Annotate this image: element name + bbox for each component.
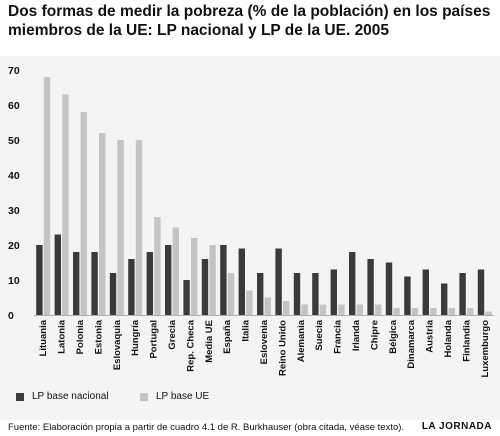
y-tick-label-10: 10 [8, 275, 20, 287]
bar-ue-23 [467, 308, 474, 315]
x-tick-label-2: Polonia [75, 319, 86, 354]
bar-ue-1 [62, 94, 69, 315]
bar-nacional-20 [404, 276, 411, 315]
bar-ue-22 [448, 308, 455, 315]
bar-ue-18 [375, 304, 382, 315]
bar-chart: 0 10 20 30 40 50 60 70 Lituania Latonia Polonia Est… [8, 65, 494, 378]
bar-nacional-12 [257, 273, 264, 315]
x-tick-label-4: Eslovaquia [112, 319, 123, 370]
legend-label-nacional: LP base nacional [32, 391, 109, 402]
x-tick-label-9: Media UE [204, 320, 215, 363]
bar-nacional-9 [201, 259, 209, 315]
bar-nacional-8 [183, 280, 190, 315]
bar-ue-11 [246, 290, 253, 315]
x-tick-label-22: Holanda [443, 319, 454, 357]
bar-nacional-13 [275, 248, 282, 315]
bar-ue-20 [411, 308, 419, 315]
publisher-logo-text: LA JORNADA [421, 421, 492, 432]
bar-ue-19 [393, 308, 400, 315]
bar-nacional-18 [367, 259, 374, 315]
x-tick-label-0: Lituania [38, 319, 49, 356]
bar-nacional-0 [36, 245, 43, 315]
legend-item-nacional: LP base nacional [16, 391, 109, 402]
bar-nacional-15 [312, 273, 319, 315]
x-tick-label-23: Finlandia [461, 319, 472, 361]
x-tick-label-19: Bélgica [388, 319, 399, 354]
x-tick-label-15: Suecia [314, 319, 325, 350]
bar-nacional-17 [349, 252, 356, 315]
legend-label-ue: LP base UE [156, 391, 210, 402]
y-tick-label-70: 70 [8, 65, 20, 77]
bar-ue-3 [99, 133, 106, 315]
legend-item-ue: LP base UE [140, 391, 209, 402]
bar-nacional-24 [477, 269, 485, 315]
y-tick-label-30: 30 [8, 205, 20, 217]
bar-nacional-21 [422, 269, 429, 315]
bar-ue-14 [301, 304, 308, 315]
x-tick-label-14: Alemania [296, 319, 307, 362]
x-tick-label-7: Grecia [167, 319, 178, 349]
x-tick-label-24: Luxemburgo [480, 320, 491, 378]
bar-ue-21 [430, 308, 437, 315]
x-tick-label-10: España [222, 319, 233, 354]
bar-ue-2 [80, 112, 87, 315]
x-tick-label-20: Dinamarca [406, 319, 417, 368]
x-tick-label-12: Eslovenia [259, 319, 270, 364]
bar-ue-9 [209, 245, 216, 315]
bar-nacional-10 [220, 245, 227, 315]
bar-nacional-22 [441, 283, 448, 315]
bar-nacional-3 [91, 252, 98, 315]
bar-nacional-6 [146, 252, 153, 315]
x-tick-label-5: Hungría [130, 319, 141, 356]
x-tick-label-11: Italia [241, 319, 252, 341]
bar-nacional-14 [293, 273, 301, 315]
bar-nacional-2 [73, 252, 80, 315]
x-tick-label-6: Portugal [149, 320, 160, 359]
chart-title: Dos formas de medir la pobreza (% de la … [8, 3, 491, 39]
bar-nacional-23 [459, 273, 466, 315]
bar-ue-8 [191, 238, 198, 315]
y-tick-label-20: 20 [8, 240, 20, 252]
bar-ue-10 [227, 273, 235, 315]
legend-swatch-ue [140, 392, 148, 401]
bar-ue-17 [356, 304, 363, 315]
legend-swatch-nacional [16, 392, 24, 401]
bar-ue-15 [319, 304, 327, 315]
bar-nacional-11 [238, 248, 245, 315]
bar-nacional-4 [109, 273, 117, 315]
bar-nacional-16 [330, 269, 337, 315]
bar-nacional-1 [54, 234, 61, 315]
bar-ue-16 [338, 304, 345, 315]
bar-ue-13 [283, 301, 290, 315]
x-tick-label-17: Irlanda [351, 319, 362, 351]
x-tick-label-1: Latonia [57, 319, 68, 353]
x-tick-label-8: Rep. Checa [185, 319, 196, 371]
x-tick-label-3: Estonia [93, 319, 104, 354]
bar-ue-6 [154, 217, 161, 315]
source-note: Fuente: Elaboración propia a partir de c… [8, 422, 405, 433]
bar-ue-12 [264, 297, 271, 315]
bar-ue-5 [135, 140, 143, 315]
y-tick-label-40: 40 [8, 170, 20, 182]
bar-nacional-5 [128, 259, 135, 315]
x-tick-label-21: Austria [425, 319, 436, 352]
x-tick-label-13: Reino Unido [277, 320, 288, 376]
y-tick-label-60: 60 [8, 100, 20, 112]
bar-ue-7 [172, 227, 179, 315]
x-tick-label-18: Chipre [369, 320, 380, 350]
y-tick-label-0: 0 [8, 310, 14, 322]
chart-panel: 0 10 20 30 40 50 60 70 Lituania Latonia Polonia Est… [0, 56, 500, 420]
bar-nacional-19 [385, 262, 393, 315]
bar-nacional-7 [165, 245, 172, 315]
bar-ue-24 [485, 311, 492, 315]
bar-ue-4 [117, 140, 124, 315]
y-tick-label-50: 50 [8, 135, 20, 147]
bar-ue-0 [43, 77, 51, 315]
x-tick-label-16: Francia [333, 319, 344, 354]
